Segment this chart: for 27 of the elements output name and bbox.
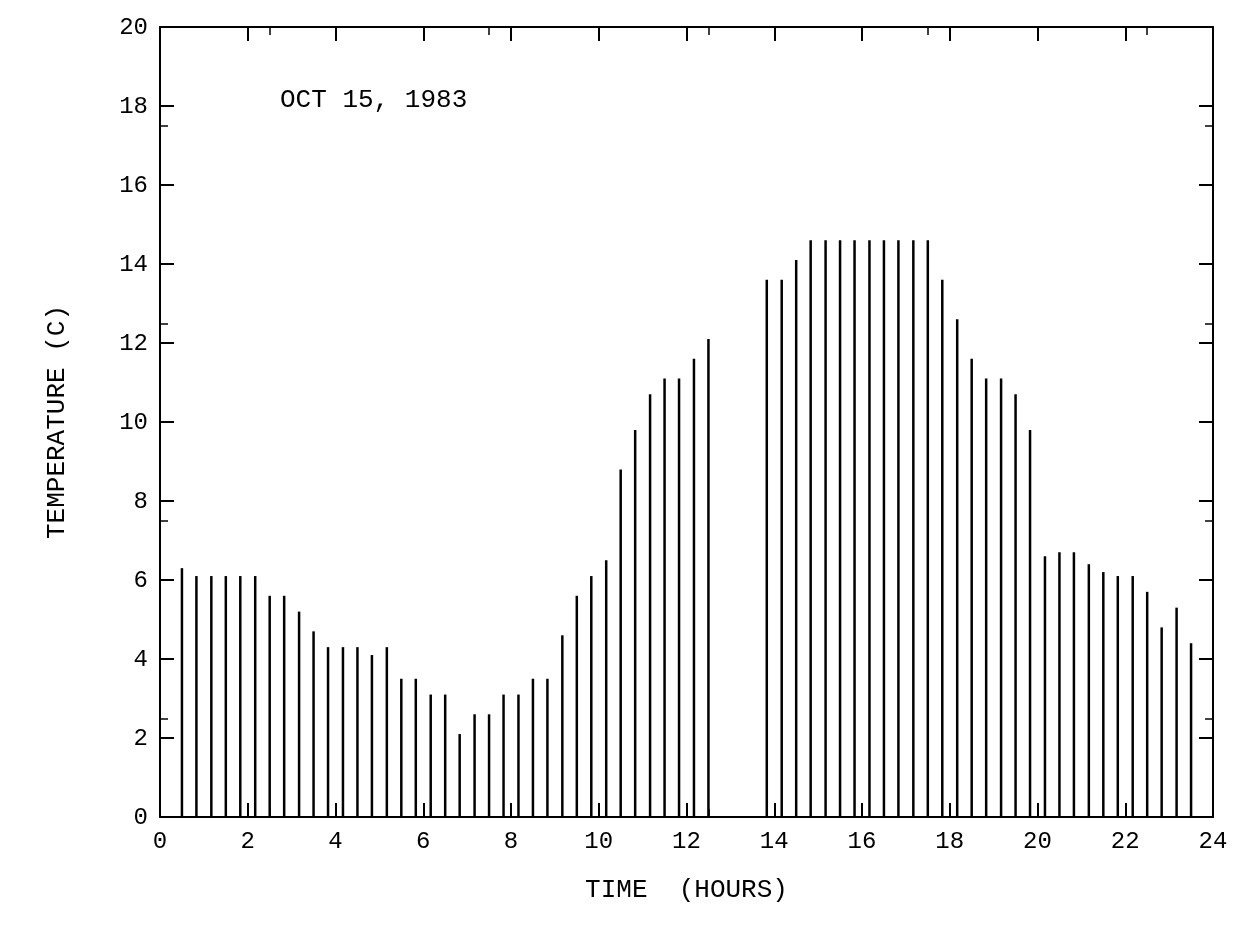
x-tick-label: 12 <box>672 827 701 855</box>
y-tick-label: 6 <box>133 566 148 594</box>
x-tick-label: 14 <box>759 827 789 855</box>
y-tick-label: 2 <box>133 724 148 752</box>
x-tick-label: 6 <box>416 827 431 855</box>
y-tick-label: 0 <box>133 803 148 831</box>
x-tick-label: 8 <box>503 827 519 855</box>
x-tick-label: 24 <box>1198 827 1228 855</box>
y-tick-label: 4 <box>133 645 148 673</box>
x-tick-label: 4 <box>328 827 343 855</box>
x-tick-label: 10 <box>584 827 614 855</box>
y-tick-label: 14 <box>119 250 148 278</box>
y-tick-label: 20 <box>119 13 148 41</box>
y-tick-label: 8 <box>133 487 148 515</box>
y-tick-label: 16 <box>119 171 148 199</box>
y-axis-title: TEMPERATURE (C) <box>42 304 72 540</box>
x-tick-label: 2 <box>240 827 255 855</box>
y-tick-label: 10 <box>119 408 148 436</box>
y-tick-label: 12 <box>119 329 148 357</box>
x-tick-label: 0 <box>152 827 168 855</box>
annotation: OCT 15, 1983 <box>280 85 468 115</box>
x-tick-label: 18 <box>935 827 965 855</box>
x-axis-title: TIME (HOURS) <box>585 875 788 905</box>
x-tick-label: 20 <box>1023 827 1052 855</box>
x-tick-label: 22 <box>1110 827 1140 855</box>
x-tick-label: 16 <box>847 827 877 855</box>
y-tick-label: 18 <box>119 92 148 120</box>
